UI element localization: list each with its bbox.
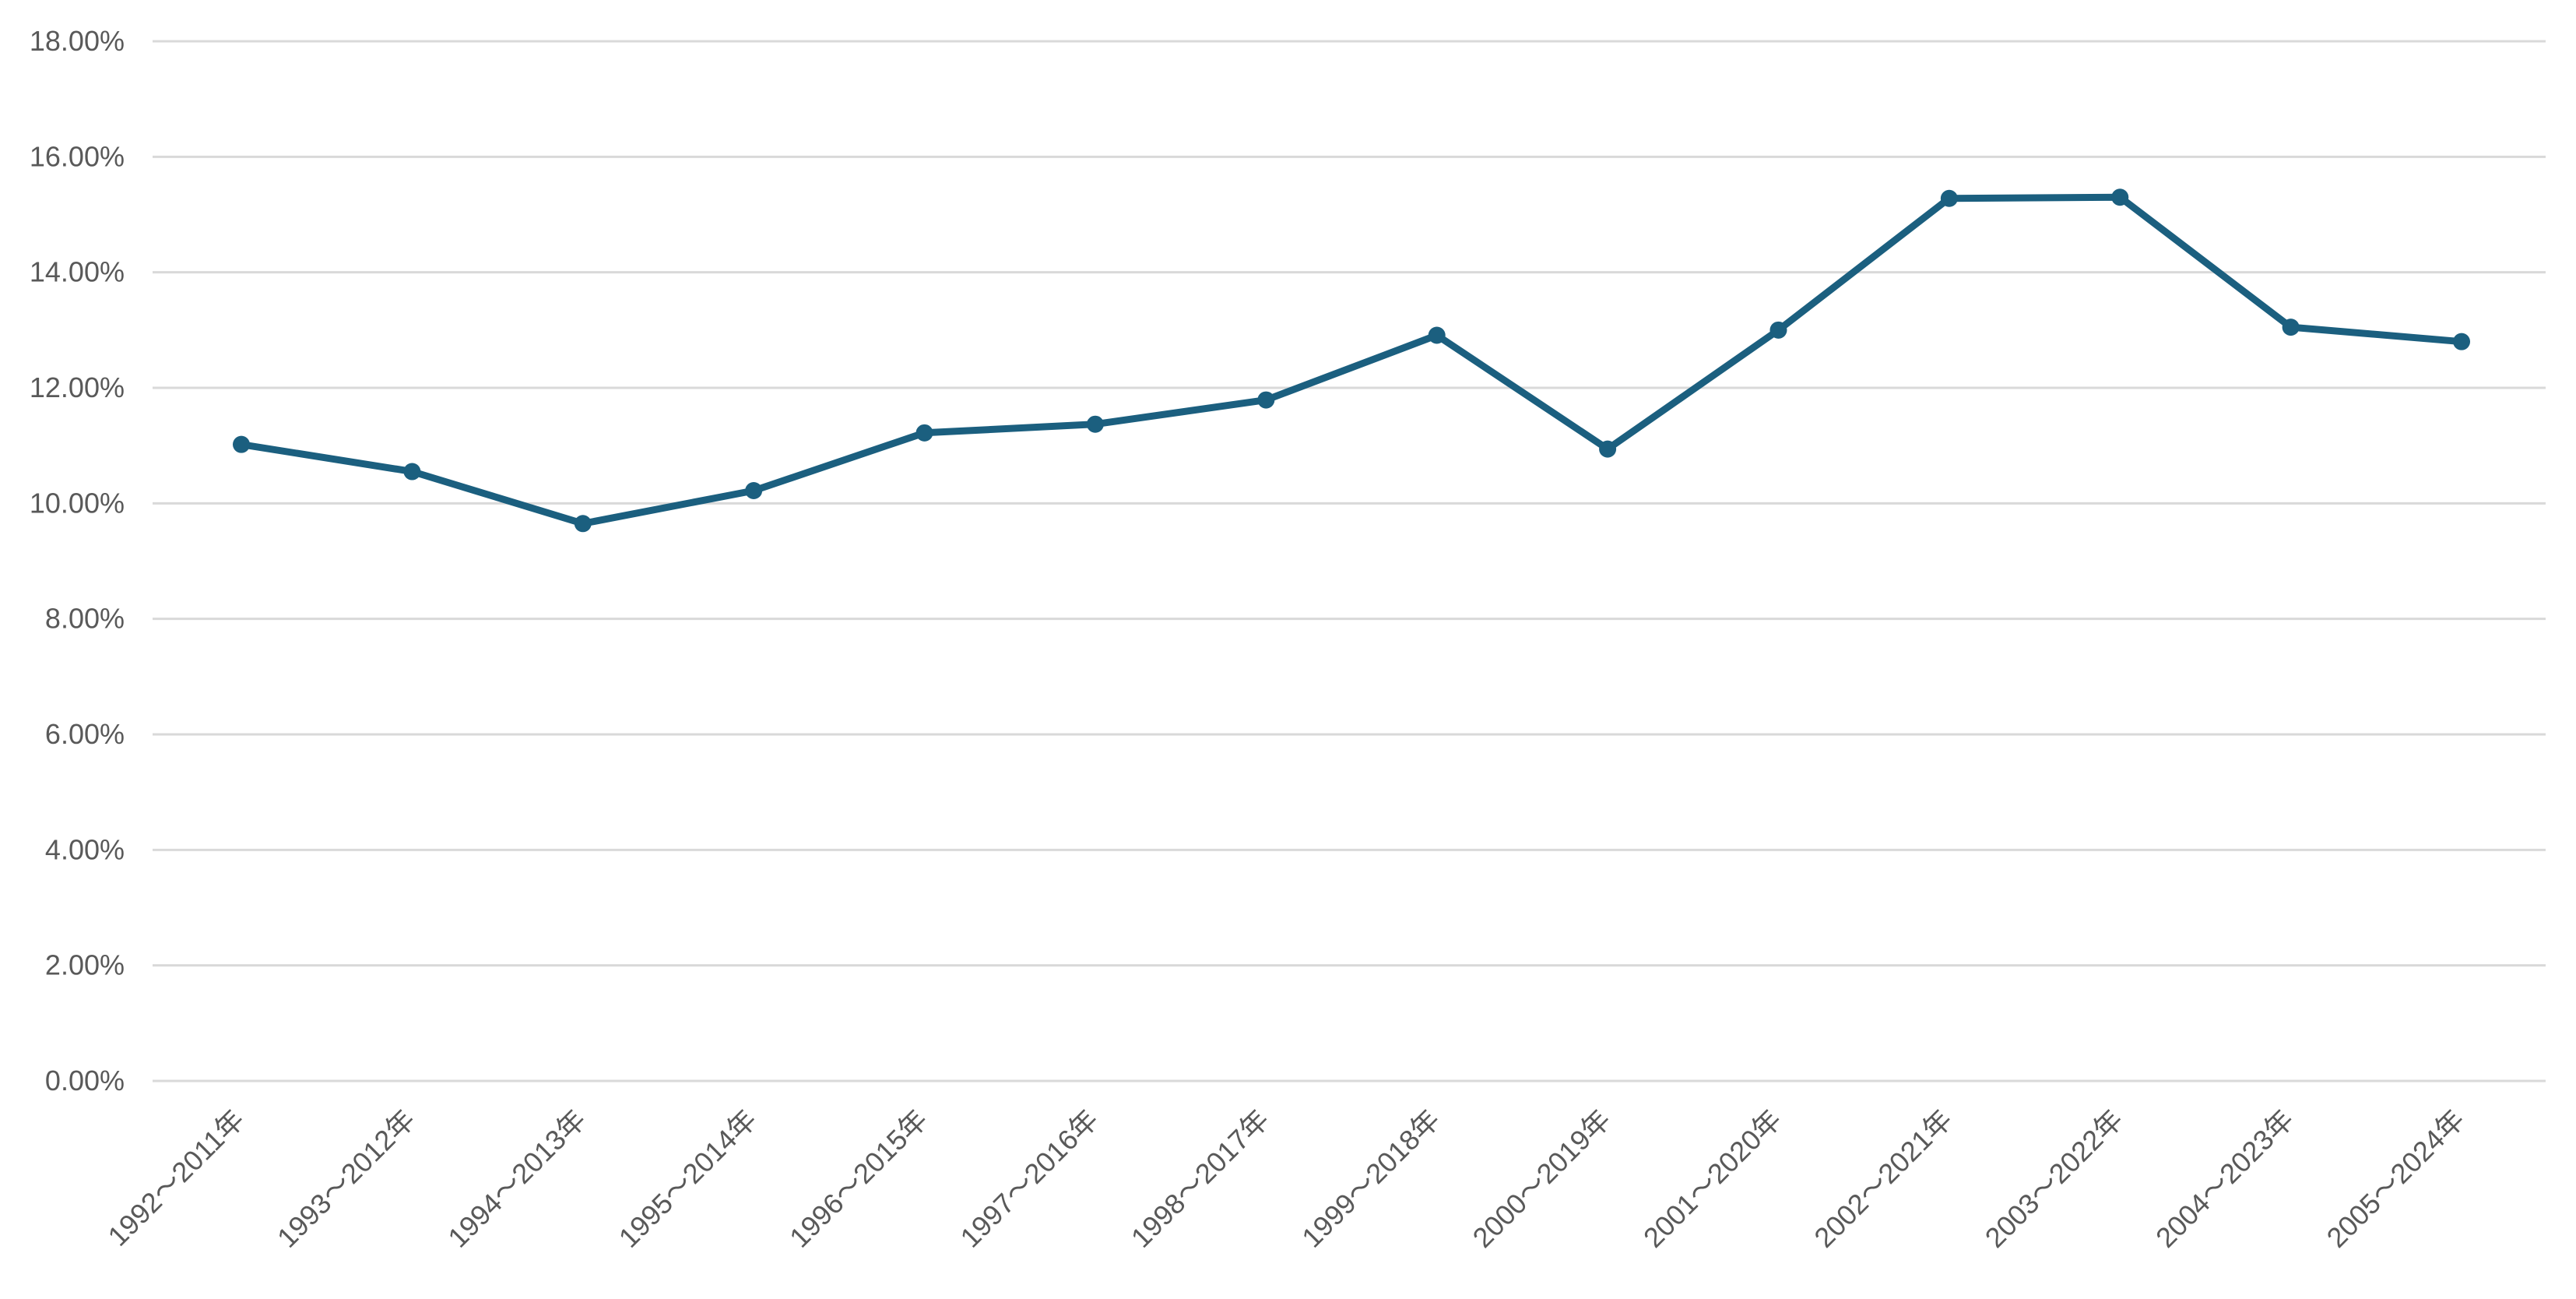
x-tick-label: 1992～2011年 xyxy=(101,1104,250,1252)
y-tick-label: 10.00% xyxy=(30,487,125,519)
x-tick-label: 2001～2020年 xyxy=(1637,1104,1787,1254)
data-point xyxy=(403,463,421,481)
x-tick-label: 1993～2012年 xyxy=(271,1104,421,1254)
data-point xyxy=(1428,326,1446,344)
data-point xyxy=(2282,319,2300,336)
data-point xyxy=(2453,333,2470,350)
x-tick-label: 2000～2019年 xyxy=(1467,1104,1617,1254)
x-tick-label: 2002～2021年 xyxy=(1808,1104,1958,1254)
y-tick-label: 4.00% xyxy=(45,833,125,865)
data-point xyxy=(233,435,250,453)
y-tick-label: 14.00% xyxy=(30,256,125,288)
data-point xyxy=(745,482,763,500)
series-line xyxy=(237,193,2465,527)
y-axis-tick-labels: 0.00% 2.00% 4.00% 6.00% 8.00% 10.00% 12.00% 14.… xyxy=(30,25,125,1097)
x-tick-label: 1998～2017年 xyxy=(1125,1104,1275,1254)
y-tick-label: 2.00% xyxy=(45,949,125,981)
data-point xyxy=(1940,189,1958,207)
y-tick-label: 0.00% xyxy=(45,1065,125,1097)
gridlines xyxy=(153,40,2546,1082)
data-point xyxy=(2111,188,2129,206)
y-tick-label: 12.00% xyxy=(30,371,125,403)
x-tick-label: 2004～2023年 xyxy=(2149,1104,2300,1254)
x-tick-label: 1994～2013年 xyxy=(441,1104,592,1254)
y-tick-label: 6.00% xyxy=(45,718,125,750)
x-tick-label: 2005～2024年 xyxy=(2320,1104,2470,1254)
data-point xyxy=(1086,415,1104,433)
series-layer xyxy=(233,188,2470,533)
data-point xyxy=(1769,321,1787,339)
x-tick-label: 1995～2014年 xyxy=(613,1104,763,1254)
data-point xyxy=(1257,391,1275,409)
x-axis-tick-labels: 1992～2011年 1993～2012年 1994～2013年 1995～2014年… xyxy=(101,1104,2470,1254)
data-point xyxy=(574,515,592,533)
data-point xyxy=(1599,440,1617,458)
y-tick-label: 8.00% xyxy=(45,603,125,635)
x-tick-label: 1999～2018年 xyxy=(1295,1104,1446,1254)
x-tick-label: 1997～2016年 xyxy=(954,1104,1104,1254)
x-tick-label: 2003～2022年 xyxy=(1979,1104,2129,1254)
data-point xyxy=(915,424,933,442)
y-tick-label: 18.00% xyxy=(30,25,125,57)
y-tick-label: 16.00% xyxy=(30,140,125,172)
x-tick-label: 1996～2015年 xyxy=(783,1104,933,1254)
